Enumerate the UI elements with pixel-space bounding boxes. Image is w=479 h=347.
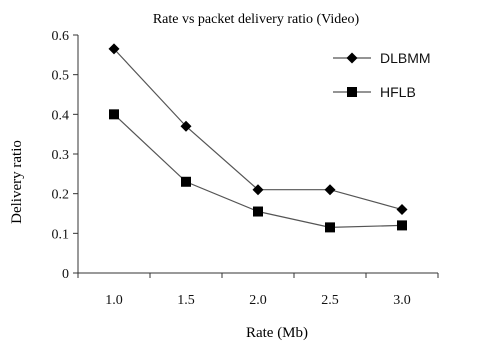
- data-point-hflb: [325, 222, 335, 233]
- data-point-hflb: [181, 176, 191, 187]
- data-point-hflb: [397, 220, 407, 231]
- x-tick-label: 3.0: [393, 293, 411, 308]
- legend-marker-dlbmm: [346, 52, 358, 64]
- y-tick-labels: 0 0.1 0.2 0.3 0.4 0.5 0.6: [52, 29, 70, 282]
- series-layer: [108, 43, 408, 233]
- y-tick-label: 0.4: [52, 108, 70, 123]
- data-point-hflb: [109, 109, 119, 120]
- chart-axes: [73, 34, 439, 278]
- x-tick-label: 1.5: [177, 293, 195, 308]
- y-tick-label: 0.1: [52, 227, 70, 242]
- legend-label-hflb: HFLB: [380, 84, 416, 100]
- legend-marker-hflb: [347, 87, 357, 97]
- x-axis-label: Rate (Mb): [246, 325, 308, 341]
- y-tick-label: 0.5: [52, 69, 70, 84]
- legend-label-dlbmm: DLBMM: [380, 50, 431, 66]
- x-tick-label: 1.0: [105, 293, 123, 308]
- data-point-dlbmm: [324, 184, 336, 196]
- series-dlbmm: [108, 43, 408, 216]
- data-point-dlbmm: [252, 184, 264, 196]
- y-tick-label: 0.3: [52, 148, 70, 163]
- series-hflb: [109, 109, 407, 233]
- data-point-dlbmm: [180, 120, 192, 132]
- y-axis-label: Delivery ratio: [9, 140, 25, 224]
- data-point-hflb: [253, 206, 263, 217]
- y-tick-label: 0: [62, 267, 69, 282]
- data-point-dlbmm: [396, 204, 408, 216]
- x-tick-label: 2.0: [249, 293, 267, 308]
- chart-title: Rate vs packet delivery ratio (Video): [153, 12, 360, 27]
- y-tick-label: 0.6: [52, 29, 70, 44]
- x-tick-label: 2.5: [321, 293, 339, 308]
- x-tick-labels: 1.0 1.5 2.0 2.5 3.0: [105, 293, 411, 308]
- chart-legend: DLBMM HFLB: [333, 50, 431, 100]
- y-tick-label: 0.2: [52, 188, 70, 203]
- data-point-dlbmm: [108, 43, 120, 55]
